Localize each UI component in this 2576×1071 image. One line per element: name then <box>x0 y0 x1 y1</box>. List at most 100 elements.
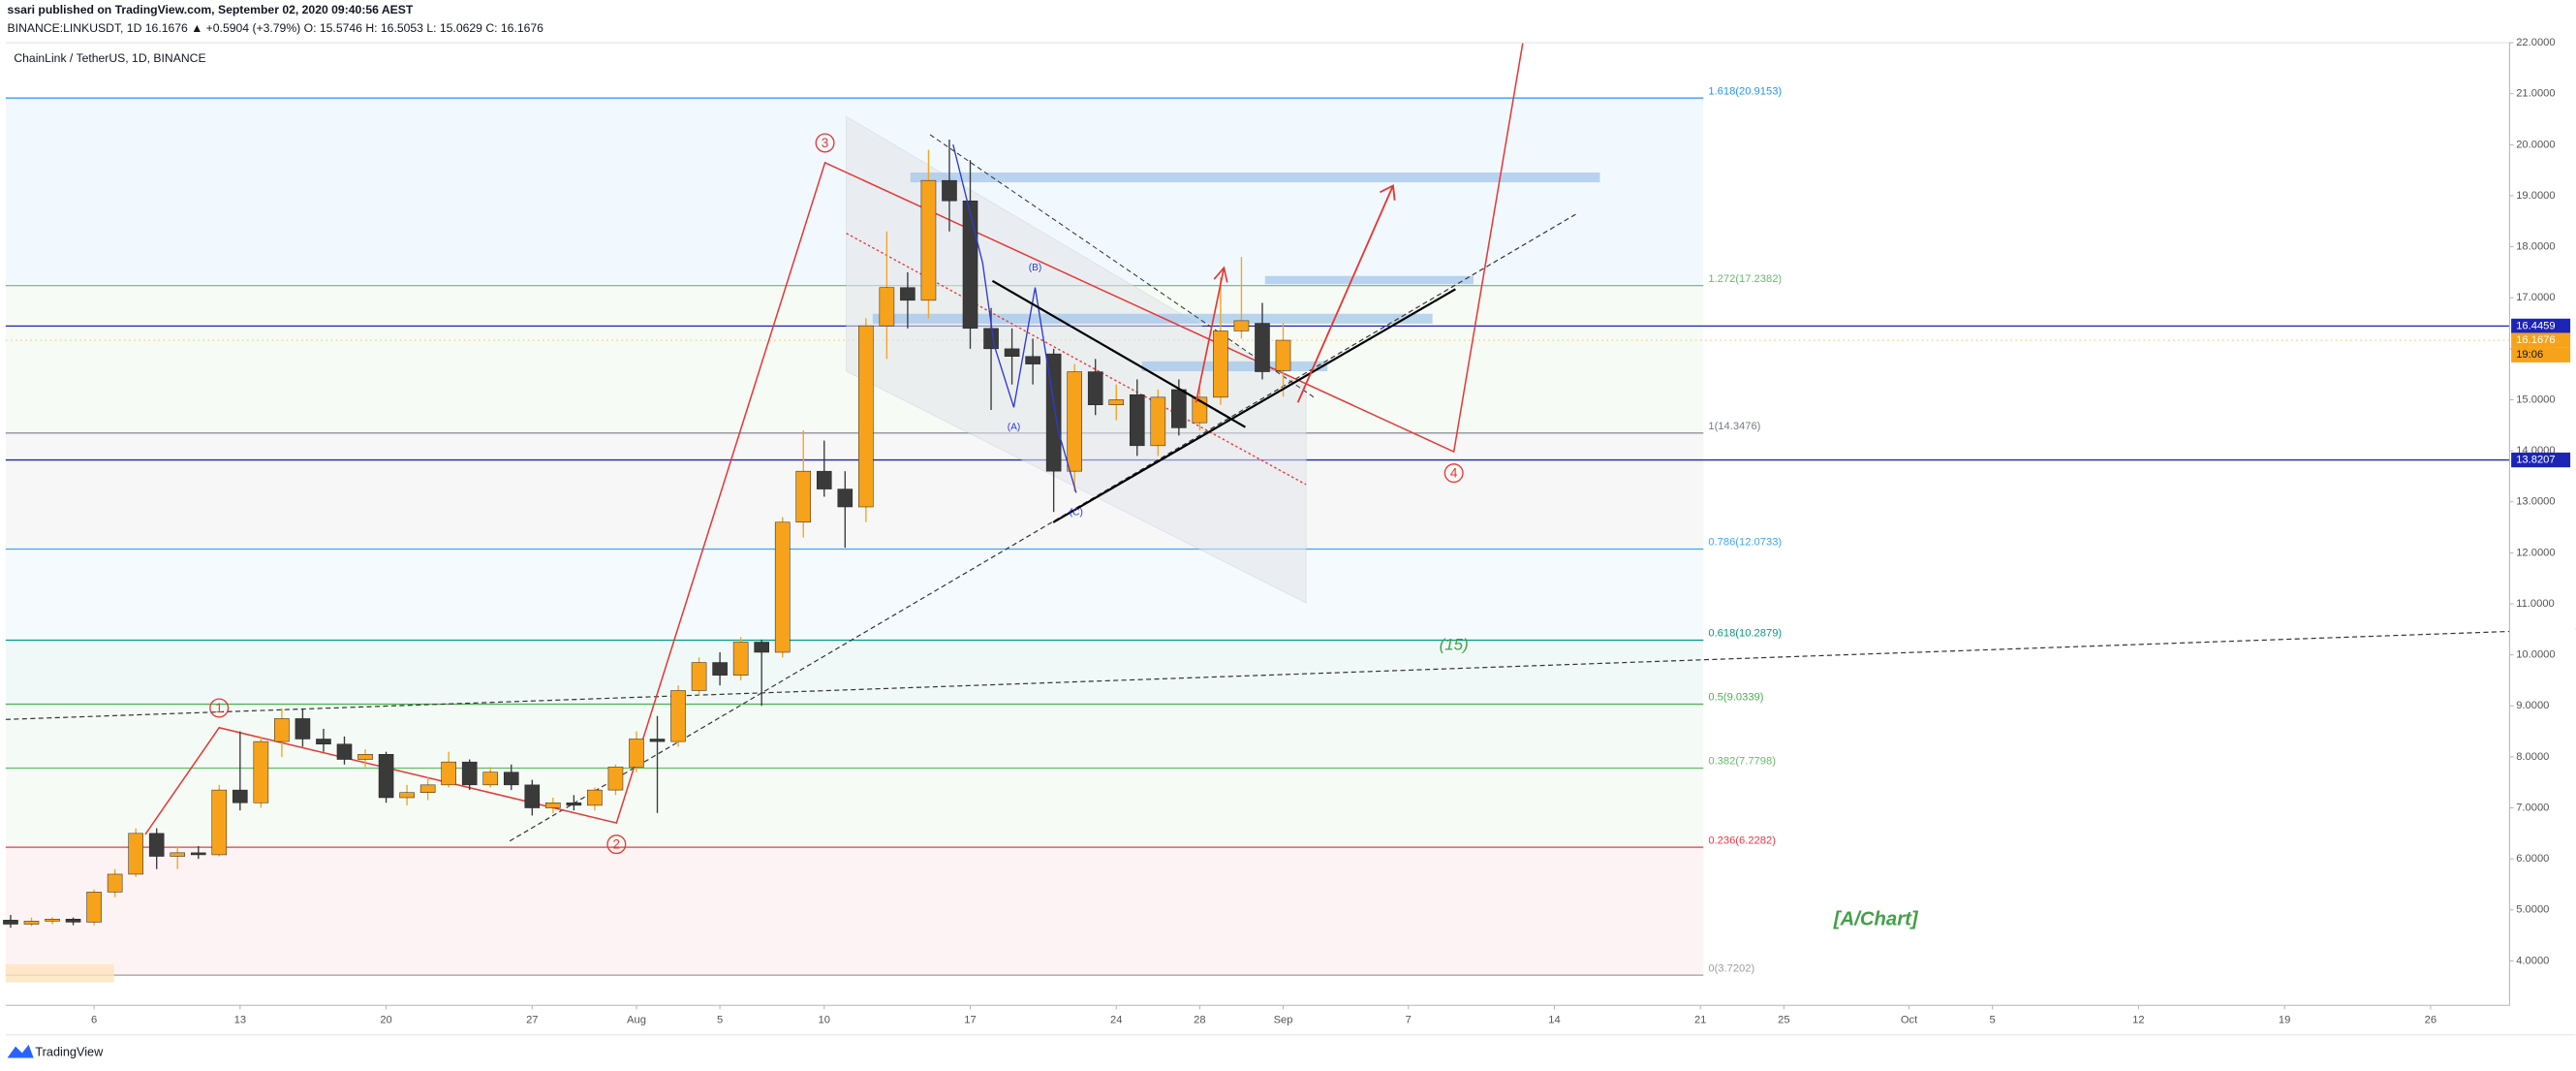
last-price-tag-box <box>2511 332 2571 348</box>
x-tick-label: 6 <box>91 1014 97 1025</box>
footer-brand: TradingView <box>35 1045 104 1059</box>
candle-body <box>1150 396 1166 447</box>
candle-body <box>712 662 728 676</box>
candle-body <box>649 739 666 742</box>
zone <box>910 172 1600 183</box>
candle-body <box>732 642 749 676</box>
y-tick-label: 13.0000 <box>2516 496 2555 508</box>
candle-body <box>170 852 186 857</box>
fib-band <box>5 432 1704 550</box>
y-tick-label: 21.0000 <box>2516 88 2555 100</box>
candle-body <box>566 803 582 806</box>
fib-band <box>5 640 1704 705</box>
x-tick-label: Oct <box>1901 1014 1918 1025</box>
x-tick-label: 24 <box>1110 1014 1122 1025</box>
candle-body <box>336 743 353 760</box>
published: ssari published on TradingView.com, Sept… <box>8 3 414 16</box>
y-tick-label: 9.0000 <box>2516 700 2549 711</box>
zone <box>872 313 1433 324</box>
y-tick-label: 12.0000 <box>2516 547 2555 558</box>
x-tick-label: 20 <box>380 1014 391 1025</box>
fib-label: 0.5(9.0339) <box>1708 692 1763 704</box>
y-tick-label: 18.0000 <box>2516 241 2555 253</box>
candle-body <box>670 690 686 742</box>
candle-body <box>419 784 436 793</box>
y-tick-label: 17.0000 <box>2516 292 2555 303</box>
fib-band <box>5 549 1704 641</box>
candle-body <box>629 739 644 768</box>
x-tick-label: Aug <box>627 1014 646 1025</box>
candle-body <box>900 287 916 301</box>
candle-body <box>795 470 812 523</box>
candle-body <box>482 772 499 786</box>
candle-body <box>316 739 331 744</box>
wave-label: 4 <box>1450 466 1458 481</box>
zone <box>5 963 114 983</box>
x-tick-label: 27 <box>526 1014 538 1025</box>
x-tick-label: 7 <box>1406 1014 1412 1025</box>
fib-label: 1.272(17.2382) <box>1708 273 1782 285</box>
wave-label: 1 <box>215 701 223 715</box>
fib-label: 1(14.3476) <box>1708 421 1760 432</box>
x-tick-label: 12 <box>2132 1014 2144 1025</box>
candle-body <box>691 662 707 691</box>
candle-body <box>774 521 791 653</box>
trend-line <box>509 212 1578 842</box>
price-axis-bg <box>2509 0 2576 1071</box>
y-tick-label: 15.0000 <box>2516 394 2555 405</box>
wave-circle <box>209 698 230 718</box>
trend-line <box>5 628 2576 720</box>
candles <box>3 140 1291 929</box>
fib-label: 0(3.7202) <box>1708 962 1754 974</box>
candle-body <box>3 920 18 925</box>
candle-body <box>962 200 978 330</box>
candle-body <box>253 740 269 803</box>
candle-body <box>1213 331 1228 398</box>
x-tick-label: 17 <box>964 1014 976 1025</box>
candle-body <box>754 642 769 653</box>
watermark: [A/Chart] <box>1833 908 1919 929</box>
candle-body <box>378 754 394 799</box>
candle-body <box>942 179 957 202</box>
wave-circle <box>1443 463 1464 484</box>
wave-circle <box>815 133 835 153</box>
zone <box>1264 275 1474 285</box>
candle-body <box>983 328 999 350</box>
countdown-box <box>2511 347 2571 362</box>
chart-title: ChainLink / TetherUS, 1D, BINANCE <box>14 51 205 65</box>
x-tick-label: 13 <box>234 1014 246 1025</box>
wave-label: (B) <box>1029 263 1042 273</box>
triangle-line <box>1052 288 1456 523</box>
y-tick-label: 6.0000 <box>2516 853 2549 865</box>
candle-body <box>837 488 853 508</box>
logo <box>7 1044 34 1058</box>
candle-body <box>1255 323 1270 372</box>
candle-body <box>503 772 519 786</box>
candle-body <box>45 919 60 922</box>
candle-body <box>1004 348 1020 357</box>
y-tick-label: 4.0000 <box>2516 955 2549 966</box>
wave-path <box>144 42 1524 835</box>
candle-body <box>128 833 143 875</box>
fib-label: 0.382(7.7798) <box>1708 756 1776 768</box>
wave-label: (A) <box>1008 422 1021 432</box>
x-tick-label: 26 <box>2425 1014 2436 1025</box>
candle-body <box>107 873 123 893</box>
triangle-line <box>991 279 1246 428</box>
channel <box>846 115 1307 604</box>
candle-body <box>607 767 624 791</box>
candle-body <box>858 325 874 508</box>
drawings-top <box>209 133 1464 855</box>
drawings <box>5 42 2576 983</box>
x-tick-label: 10 <box>819 1014 830 1025</box>
candle-body <box>524 784 541 808</box>
x-tick-label: 21 <box>1694 1014 1706 1025</box>
wave-label: 2 <box>613 837 621 852</box>
candle-body <box>295 718 311 740</box>
axes: 4.0000 5.0000 6.0000 7.0000 8.0000 9.0000 10.0… <box>91 37 2571 1025</box>
candle-body <box>587 789 603 806</box>
x-tick-label: 14 <box>1548 1014 1560 1025</box>
candle-body <box>1108 399 1125 405</box>
fib-label: 1.618(20.9153) <box>1708 85 1782 97</box>
